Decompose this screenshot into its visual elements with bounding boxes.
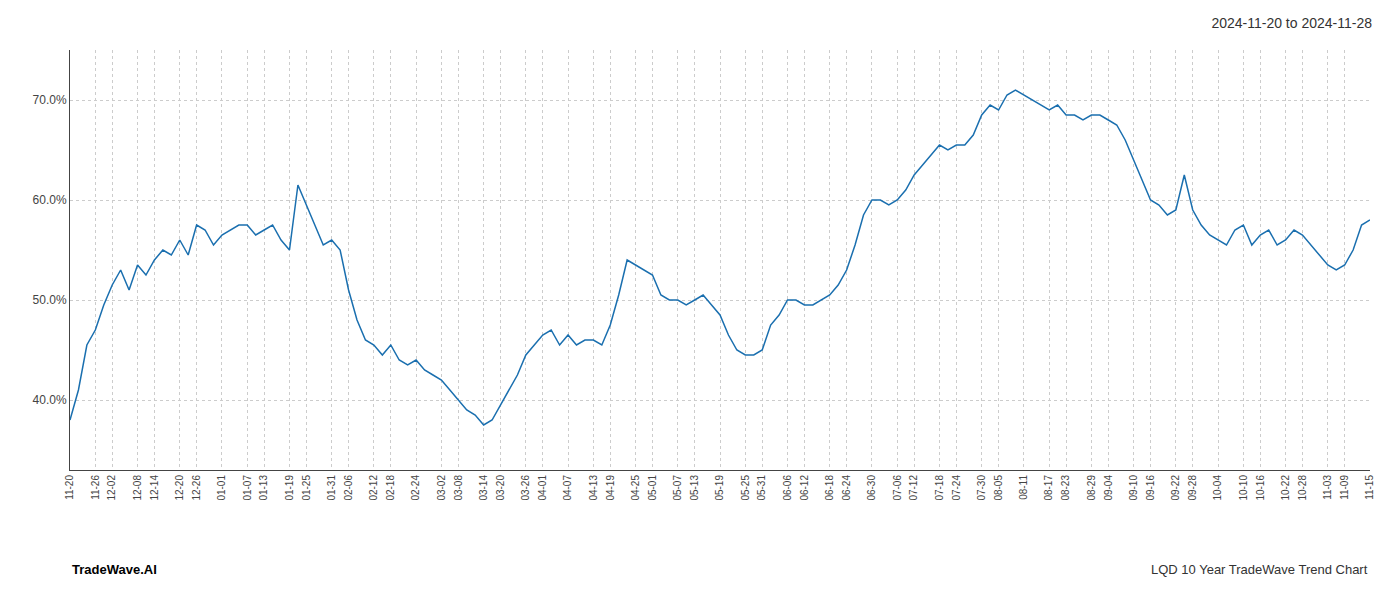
svg-text:06-12: 06-12 [799, 475, 810, 501]
svg-text:09-16: 09-16 [1145, 475, 1156, 501]
svg-text:50.0%: 50.0% [33, 293, 67, 307]
svg-text:10-10: 10-10 [1238, 475, 1249, 501]
svg-text:04-01: 04-01 [537, 475, 548, 501]
svg-text:02-12: 02-12 [368, 475, 379, 501]
svg-text:08-05: 08-05 [993, 475, 1004, 501]
svg-text:60.0%: 60.0% [33, 193, 67, 207]
svg-text:05-25: 05-25 [740, 475, 751, 501]
svg-text:06-30: 06-30 [866, 475, 877, 501]
svg-text:08-23: 08-23 [1060, 475, 1071, 501]
svg-text:07-24: 07-24 [951, 475, 962, 501]
svg-text:01-01: 01-01 [216, 475, 227, 501]
svg-text:70.0%: 70.0% [33, 93, 67, 107]
svg-text:07-12: 07-12 [908, 475, 919, 501]
svg-text:03-08: 03-08 [453, 475, 464, 501]
svg-text:11-20: 11-20 [64, 475, 75, 500]
svg-text:10-04: 10-04 [1212, 475, 1223, 501]
svg-text:12-08: 12-08 [132, 475, 143, 501]
svg-text:05-07: 05-07 [672, 475, 683, 501]
svg-text:06-06: 06-06 [782, 475, 793, 501]
svg-text:01-07: 01-07 [242, 475, 253, 501]
svg-text:04-13: 04-13 [588, 475, 599, 501]
svg-text:TradeWave.AI: TradeWave.AI [72, 562, 157, 577]
svg-text:10-22: 10-22 [1280, 475, 1291, 501]
svg-text:05-13: 05-13 [689, 475, 700, 501]
svg-text:2024-11-20 to 2024-11-28: 2024-11-20 to 2024-11-28 [1211, 15, 1372, 31]
svg-text:07-06: 07-06 [892, 475, 903, 501]
svg-text:03-20: 03-20 [495, 475, 506, 501]
svg-text:11-03: 11-03 [1322, 475, 1333, 500]
svg-text:08-17: 08-17 [1043, 475, 1054, 501]
svg-text:11-09: 11-09 [1339, 475, 1350, 500]
svg-text:LQD 10 Year TradeWave Trend Ch: LQD 10 Year TradeWave Trend Chart [1151, 562, 1368, 577]
svg-text:12-14: 12-14 [149, 475, 160, 501]
svg-text:04-25: 04-25 [630, 475, 641, 501]
svg-text:02-06: 02-06 [343, 475, 354, 501]
svg-text:12-02: 12-02 [106, 475, 117, 501]
svg-text:11-26: 11-26 [90, 475, 101, 500]
svg-text:11-15: 11-15 [1364, 475, 1375, 500]
svg-text:01-19: 01-19 [284, 475, 295, 501]
svg-text:04-07: 04-07 [562, 475, 573, 501]
svg-text:10-28: 10-28 [1297, 475, 1308, 501]
svg-text:09-04: 09-04 [1103, 475, 1114, 501]
svg-text:12-20: 12-20 [174, 475, 185, 501]
svg-text:10-16: 10-16 [1255, 475, 1266, 501]
svg-text:05-01: 05-01 [647, 475, 658, 501]
svg-text:05-31: 05-31 [756, 475, 767, 501]
svg-text:03-02: 03-02 [436, 475, 447, 501]
svg-text:12-26: 12-26 [191, 475, 202, 501]
svg-text:06-24: 06-24 [841, 475, 852, 501]
svg-text:09-22: 09-22 [1170, 475, 1181, 501]
svg-text:09-10: 09-10 [1128, 475, 1139, 501]
svg-text:06-18: 06-18 [824, 475, 835, 501]
svg-text:09-28: 09-28 [1187, 475, 1198, 501]
svg-text:04-19: 04-19 [605, 475, 616, 501]
svg-text:08-29: 08-29 [1086, 475, 1097, 501]
svg-text:02-18: 02-18 [385, 475, 396, 501]
svg-text:03-14: 03-14 [478, 475, 489, 501]
svg-text:40.0%: 40.0% [33, 393, 67, 407]
svg-text:08-11: 08-11 [1018, 475, 1029, 500]
svg-text:03-26: 03-26 [520, 475, 531, 501]
svg-text:01-25: 01-25 [301, 475, 312, 501]
svg-text:07-30: 07-30 [976, 475, 987, 501]
svg-text:07-18: 07-18 [934, 475, 945, 501]
svg-text:02-24: 02-24 [410, 475, 421, 501]
svg-text:05-19: 05-19 [714, 475, 725, 501]
svg-text:01-13: 01-13 [258, 475, 269, 501]
svg-text:01-31: 01-31 [326, 475, 337, 501]
